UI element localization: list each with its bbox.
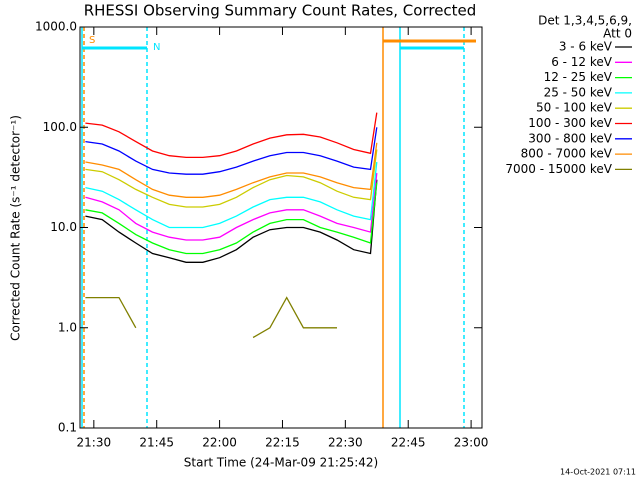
series-line (85, 149, 378, 208)
flag-label: N (153, 42, 160, 53)
x-tick-label: 22:15 (265, 436, 300, 450)
series-line (85, 179, 378, 263)
series-line (85, 142, 378, 198)
y-tick-label: 1000.0 (35, 20, 77, 34)
legend-label: 7000 - 15000 keV (505, 162, 612, 176)
x-tick-label: 21:45 (139, 436, 174, 450)
legend-label: 12 - 25 keV (544, 70, 613, 84)
chart-title: RHESSI Observing Summary Count Rates, Co… (84, 2, 477, 20)
legend-title: Det 1,3,4,5,6,9, (538, 14, 632, 28)
series-line (85, 161, 378, 229)
y-tick-label: 100.0 (43, 120, 77, 134)
flags (81, 27, 476, 428)
y-axis-label: Corrected Count Rate (s⁻¹ detector⁻¹) (9, 115, 23, 341)
y-tick-label: 1.0 (58, 320, 77, 334)
legend-label: 25 - 50 keV (544, 85, 613, 99)
legend-label: 3 - 6 keV (559, 40, 613, 54)
flag-label: S (89, 35, 95, 46)
x-tick-label: 23:00 (454, 436, 489, 450)
series-line (85, 127, 378, 175)
footer: 14-Oct-2021 07:11 (560, 468, 636, 477)
x-tick-label: 22:45 (391, 436, 426, 450)
legend-label: 50 - 100 keV (536, 101, 613, 115)
series-line (85, 172, 378, 241)
series-line (85, 182, 378, 255)
legend-title: Att 0 (603, 27, 632, 41)
legend-label: 300 - 800 keV (528, 131, 612, 145)
legend-label: 6 - 12 keV (551, 55, 613, 69)
series-line (85, 112, 378, 159)
y-tick-label: 0.1 (58, 421, 77, 435)
x-tick-label: 22:30 (328, 436, 363, 450)
legend-label: 800 - 7000 keV (521, 147, 613, 161)
x-axis-label: Start Time (24-Mar-09 21:25:42) (184, 456, 378, 470)
y-tick-label: 10.0 (50, 220, 77, 234)
x-tick-label: 22:00 (202, 436, 237, 450)
legend-label: 100 - 300 keV (528, 116, 612, 130)
x-tick-label: 21:30 (77, 436, 112, 450)
